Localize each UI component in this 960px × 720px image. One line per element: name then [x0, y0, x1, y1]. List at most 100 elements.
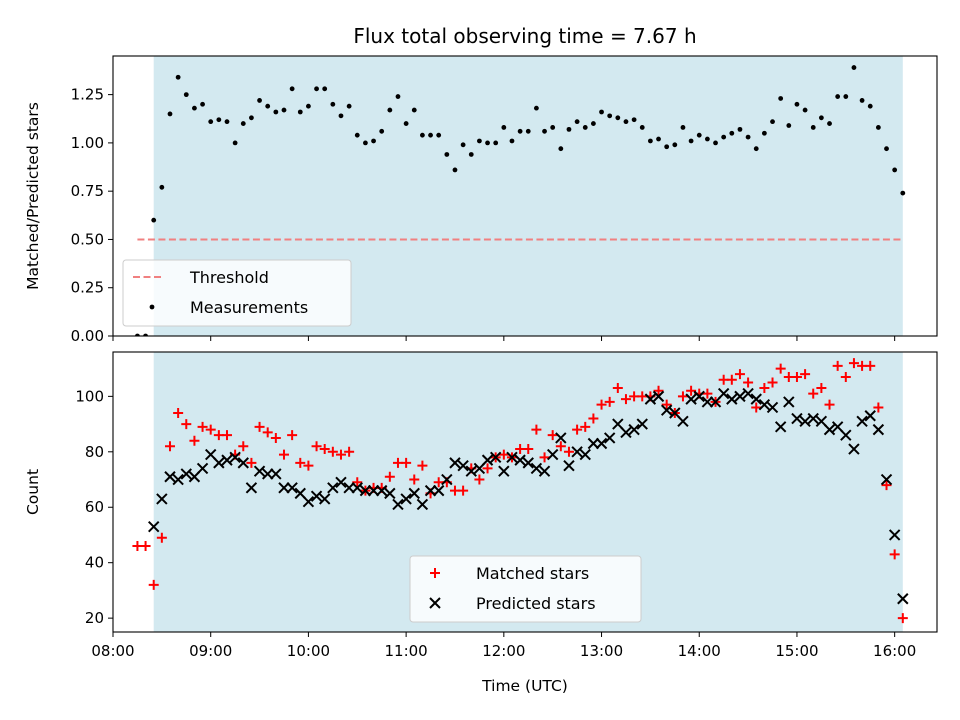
top-measurements-point: [468, 152, 474, 157]
bottom-matched-stars-point: [148, 579, 159, 590]
legend-measurements-swatch: [149, 304, 155, 310]
top-measurements-point: [232, 140, 238, 146]
bottom-y-tick-label: 40: [85, 554, 104, 572]
bottom-matched-stars-point: [295, 457, 306, 468]
top-measurements-point: [770, 119, 775, 125]
bottom-matched-stars-point: [384, 471, 395, 482]
bottom-predicted-stars-point: [726, 393, 738, 405]
bottom-matched-stars-point: [840, 371, 851, 382]
top-measurements-point: [582, 125, 588, 130]
top-measurements-point: [753, 146, 759, 152]
bottom-predicted-stars-point: [595, 437, 608, 450]
top-measurements-point: [208, 119, 214, 125]
top-measurements-point: [688, 138, 694, 144]
top-measurements-point: [183, 92, 189, 98]
series-predicted-stars: [148, 387, 909, 605]
bottom-predicted-stars-point: [335, 476, 347, 489]
bottom-matched-stars-point: [401, 457, 412, 468]
bottom-predicted-stars-point: [538, 465, 551, 477]
bottom-predicted-stars-point: [840, 429, 852, 441]
bottom-predicted-stars-point: [392, 498, 404, 511]
bottom-predicted-stars-point: [351, 482, 363, 494]
top-measurements-point: [884, 146, 889, 152]
bottom-predicted-stars-point: [302, 495, 315, 508]
top-measurements-point: [216, 117, 222, 123]
bottom-predicted-stars-point: [563, 459, 575, 472]
bottom-predicted-stars-point: [774, 421, 787, 433]
bottom-predicted-stars-point: [823, 423, 836, 436]
bottom-predicted-stars-point: [367, 484, 380, 497]
bottom-predicted-stars-point: [213, 457, 225, 469]
bottom-matched-stars-point: [270, 432, 281, 443]
legend-predicted-swatch: [429, 597, 441, 609]
bottom-matched-stars-point: [547, 430, 558, 441]
top-measurements-point: [802, 107, 808, 113]
top-measurements-point: [517, 128, 523, 134]
top-measurements-point: [411, 107, 417, 113]
bottom-matched-stars-point: [498, 449, 509, 460]
bottom-matched-stars-point: [262, 427, 273, 438]
top-measurements-point: [273, 109, 279, 115]
top-measurements-point: [501, 125, 507, 130]
bottom-predicted-stars-point: [327, 482, 339, 494]
bottom-matched-stars-point: [588, 413, 599, 424]
top-measurements-point: [599, 109, 604, 115]
bottom-predicted-stars-point: [717, 387, 730, 400]
top-measurements-point: [151, 217, 157, 223]
bottom-predicted-stars-point: [693, 390, 705, 403]
bottom-matched-stars-point: [327, 446, 338, 457]
bottom-predicted-stars-point: [880, 473, 893, 486]
top-measurements-point: [371, 138, 376, 144]
top-measurements-point: [851, 65, 857, 70]
top-measurements-point: [143, 333, 148, 336]
bottom-predicted-stars-point: [449, 457, 461, 469]
top-measurements-point: [363, 140, 368, 146]
bottom-matched-stars-point: [140, 541, 151, 552]
bottom-predicted-stars-point: [848, 443, 860, 455]
bottom-predicted-stars-point: [660, 404, 673, 416]
top-measurements-point: [778, 96, 784, 101]
bottom-matched-stars-point: [604, 396, 615, 407]
bottom-predicted-stars-point: [253, 465, 266, 477]
bottom-matched-stars-point: [873, 402, 884, 413]
top-measurements-point: [827, 121, 832, 126]
bottom-predicted-stars-point: [245, 482, 258, 494]
bottom-y-tick-label: 60: [85, 498, 104, 516]
top-measurements-point: [590, 121, 596, 126]
top-measurements-point: [322, 86, 328, 92]
bottom-predicted-stars-point: [644, 393, 657, 405]
top-measurements-point: [615, 115, 621, 121]
bottom-axes-frame: [112, 351, 938, 633]
top-y-tick-label: 0.00: [71, 327, 104, 345]
bottom-predicted-stars-point: [514, 454, 526, 466]
bottom-matched-stars-point: [474, 474, 485, 485]
top-measurements-point: [859, 98, 865, 103]
bottom-matched-stars-point: [409, 474, 420, 485]
top-measurements-point: [818, 115, 824, 121]
top-measurements-point: [265, 103, 271, 109]
top-measurements-point: [314, 86, 319, 92]
bottom-matched-stars-point: [156, 532, 167, 543]
top-measurements-point: [379, 128, 385, 134]
bottom-predicted-stars-point: [416, 498, 429, 511]
bottom-matched-stars-point: [612, 383, 623, 394]
bottom-matched-stars-point: [661, 399, 672, 410]
top-measurements-point: [574, 119, 580, 125]
bottom-predicted-stars-point: [701, 396, 714, 408]
bottom-predicted-stars-point: [555, 432, 567, 444]
bottom-predicted-stars-point: [546, 448, 559, 461]
bottom-matched-stars-point: [734, 369, 745, 380]
top-measurements-point: [477, 138, 482, 144]
bottom-predicted-stars-point: [603, 432, 616, 444]
top-measurements-point: [704, 136, 710, 142]
top-measurements-point: [721, 134, 727, 140]
bottom-predicted-stars-point: [799, 415, 811, 428]
bottom-x-tick-label: 09:00: [189, 642, 232, 660]
bottom-predicted-stars-point: [359, 484, 372, 497]
top-measurements-point: [428, 132, 433, 138]
bottom-matched-stars-point: [620, 394, 631, 405]
bottom-matched-stars-point: [311, 441, 322, 452]
top-measurements-point: [452, 167, 458, 173]
bottom-predicted-stars-point: [318, 493, 331, 505]
